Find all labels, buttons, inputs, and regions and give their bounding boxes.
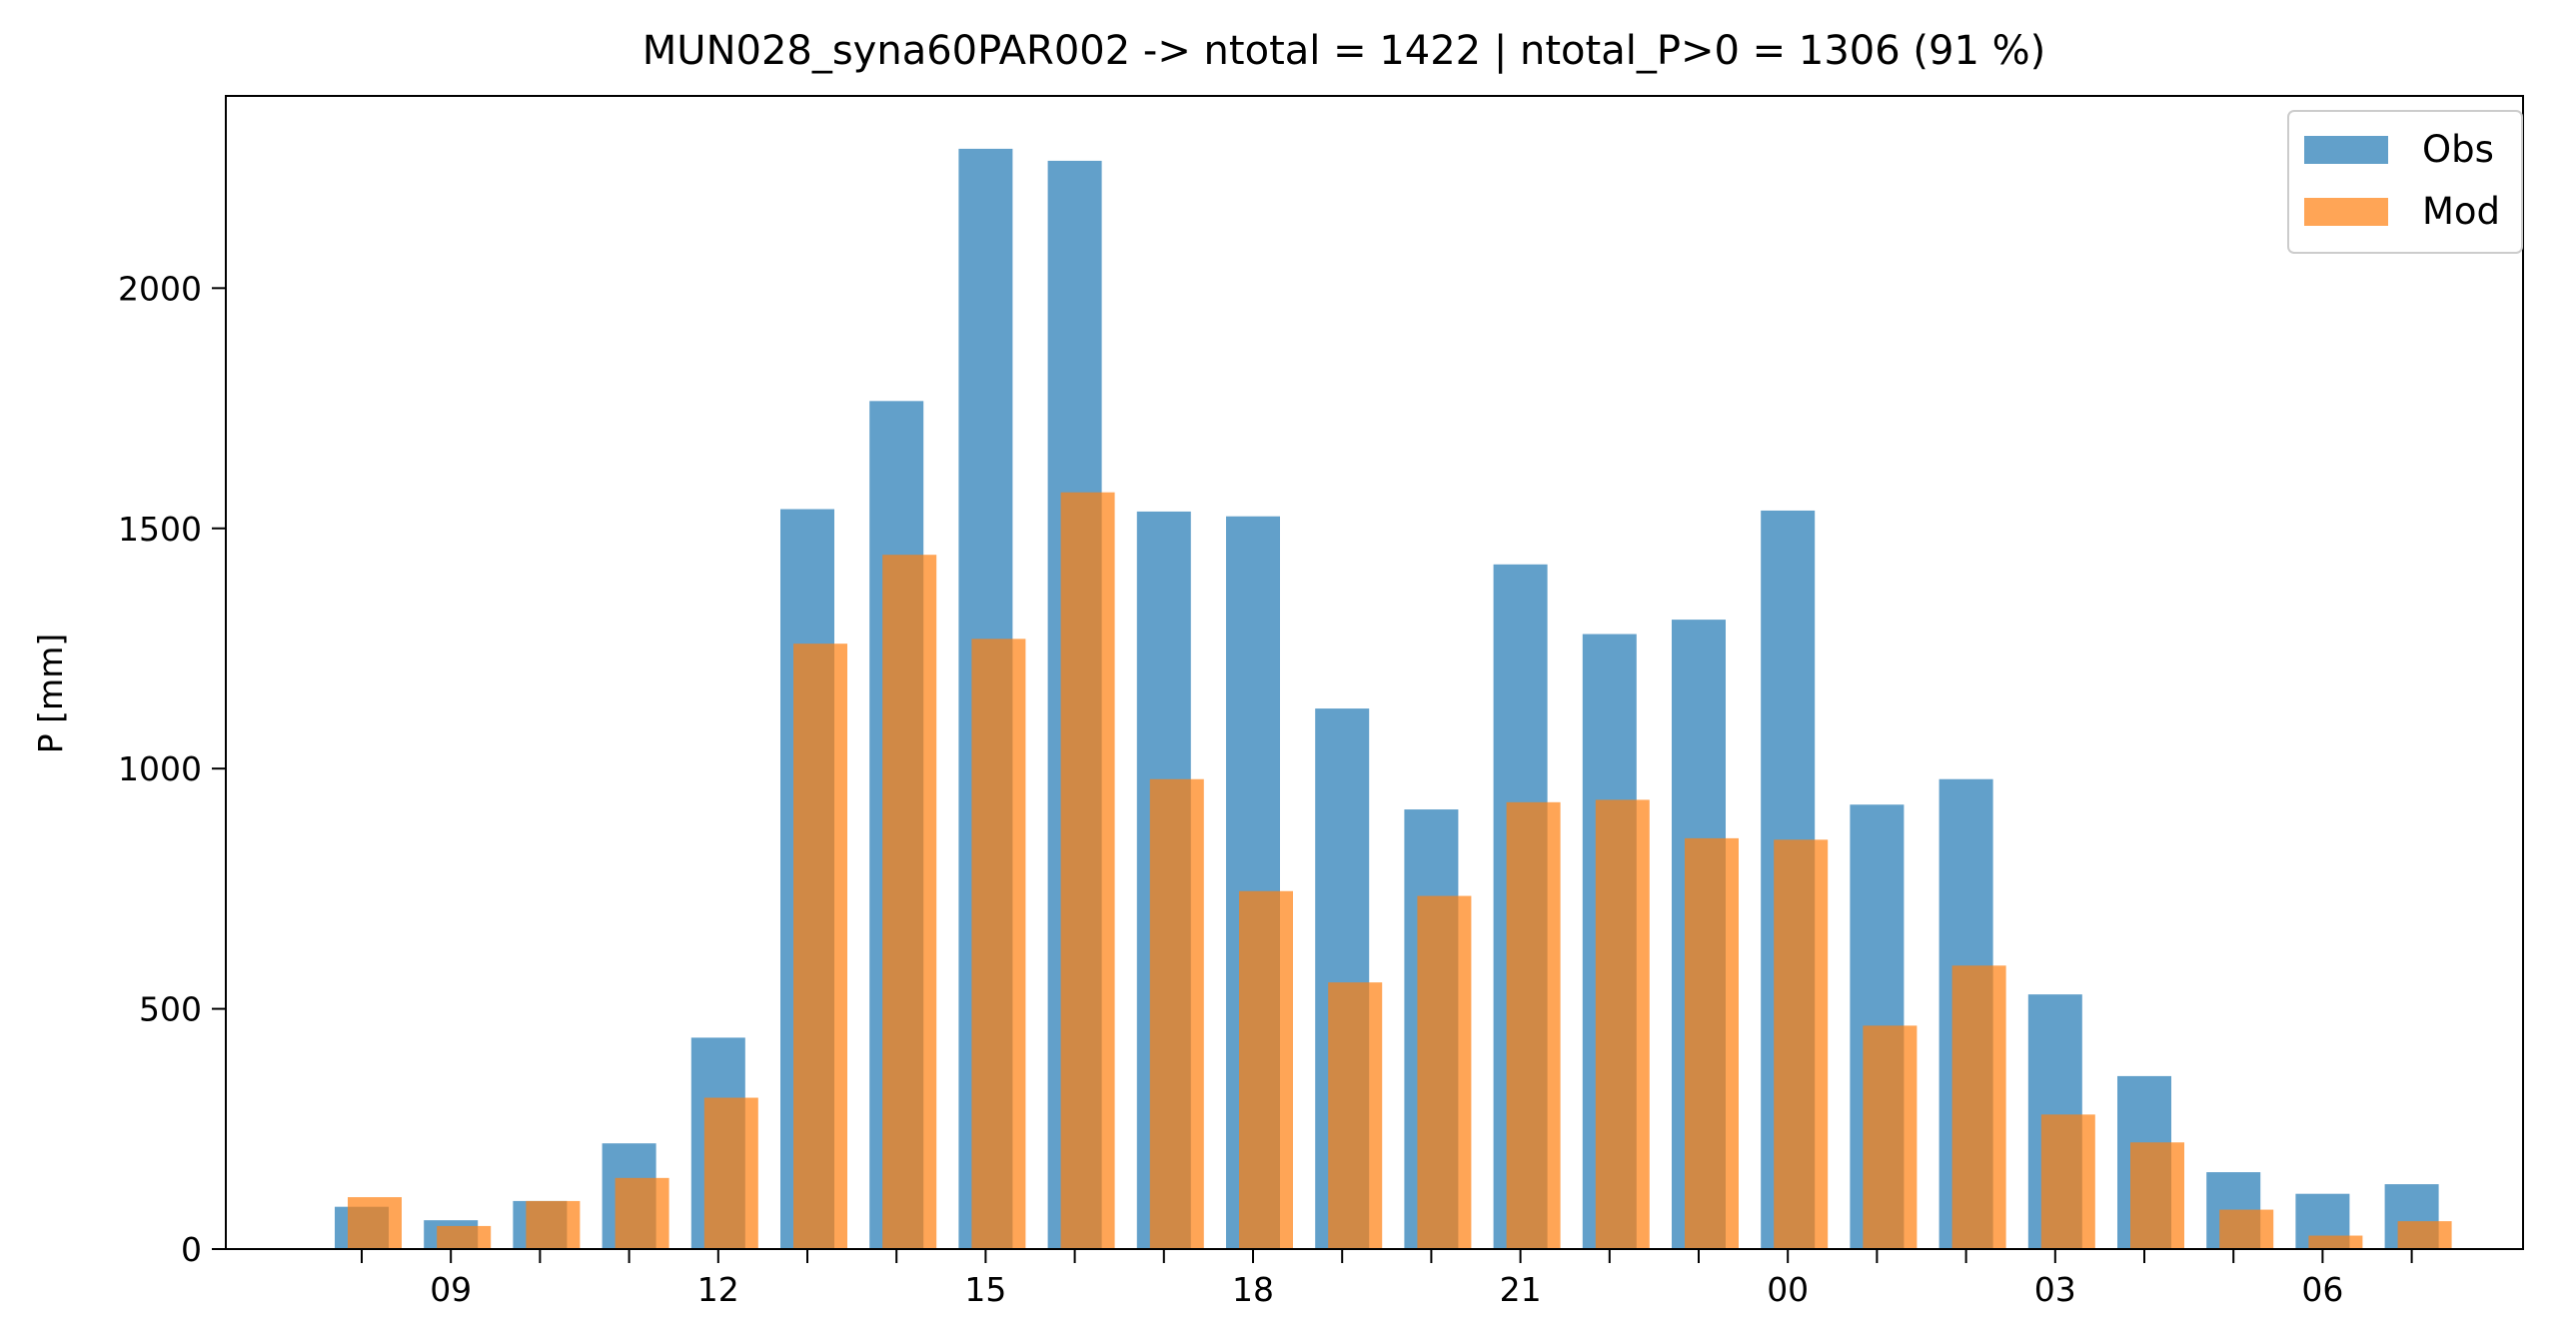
y-axis-label: P [mm] bbox=[31, 634, 70, 753]
x-tick-label: 21 bbox=[1500, 1270, 1542, 1309]
x-tick-label: 12 bbox=[697, 1270, 739, 1309]
bar-mod-08 bbox=[348, 1197, 402, 1249]
bar-mod-00 bbox=[1774, 839, 1829, 1249]
y-tick-label: 2000 bbox=[118, 269, 202, 308]
legend-label-mod: Mod bbox=[2422, 190, 2500, 233]
bar-mod-13 bbox=[793, 644, 847, 1249]
bar-mod-16 bbox=[1060, 492, 1115, 1249]
legend-swatch-mod bbox=[2304, 198, 2388, 226]
bar-mod-11 bbox=[615, 1177, 669, 1249]
bar-mod-04 bbox=[2130, 1142, 2184, 1249]
x-axis-ticks: 09 12 15 18 21 00 03 06 bbox=[361, 1249, 2413, 1309]
legend-swatch-obs bbox=[2304, 136, 2388, 164]
y-tick-label: 500 bbox=[139, 990, 202, 1029]
y-tick-label: 1000 bbox=[118, 749, 202, 788]
legend-label-obs: Obs bbox=[2422, 128, 2494, 171]
bar-mod-18 bbox=[1239, 890, 1293, 1249]
x-tick-label: 06 bbox=[2301, 1270, 2343, 1309]
bar-mod-23 bbox=[1685, 837, 1739, 1249]
bar-mod-07 bbox=[2397, 1221, 2452, 1249]
bar-mod-12 bbox=[703, 1097, 758, 1249]
bar-mod-20 bbox=[1417, 895, 1472, 1249]
bars-layer bbox=[335, 148, 2452, 1250]
bar-mod-17 bbox=[1149, 778, 1204, 1249]
x-tick-label: 15 bbox=[964, 1270, 1006, 1309]
bar-mod-21 bbox=[1506, 801, 1561, 1249]
x-tick-label: 09 bbox=[430, 1270, 472, 1309]
x-tick-label: 03 bbox=[2034, 1270, 2076, 1309]
bar-mod-22 bbox=[1595, 799, 1650, 1249]
bar-mod-01 bbox=[1863, 1025, 1918, 1249]
x-tick-label: 18 bbox=[1232, 1270, 1274, 1309]
bar-mod-03 bbox=[2040, 1114, 2095, 1249]
bar-mod-19 bbox=[1328, 982, 1383, 1249]
bar-mod-10 bbox=[526, 1200, 581, 1249]
bar-mod-14 bbox=[882, 555, 937, 1249]
bar-mod-06 bbox=[2308, 1235, 2363, 1249]
plot-area-frame bbox=[225, 95, 2524, 1250]
legend: Obs Mod bbox=[2287, 110, 2523, 254]
bar-mod-05 bbox=[2219, 1209, 2274, 1249]
y-tick-label: 1500 bbox=[118, 510, 202, 549]
bar-mod-09 bbox=[437, 1225, 492, 1249]
x-tick-label: 00 bbox=[1767, 1270, 1809, 1309]
bar-mod-15 bbox=[971, 639, 1026, 1249]
chart-title: MUN028_syna60PAR002 -> ntotal = 1422 | n… bbox=[643, 28, 2045, 74]
bar-mod-02 bbox=[1951, 965, 2006, 1249]
y-tick-label: 0 bbox=[181, 1230, 202, 1269]
y-axis-ticks: 0 500 1000 1500 2000 bbox=[118, 269, 226, 1269]
